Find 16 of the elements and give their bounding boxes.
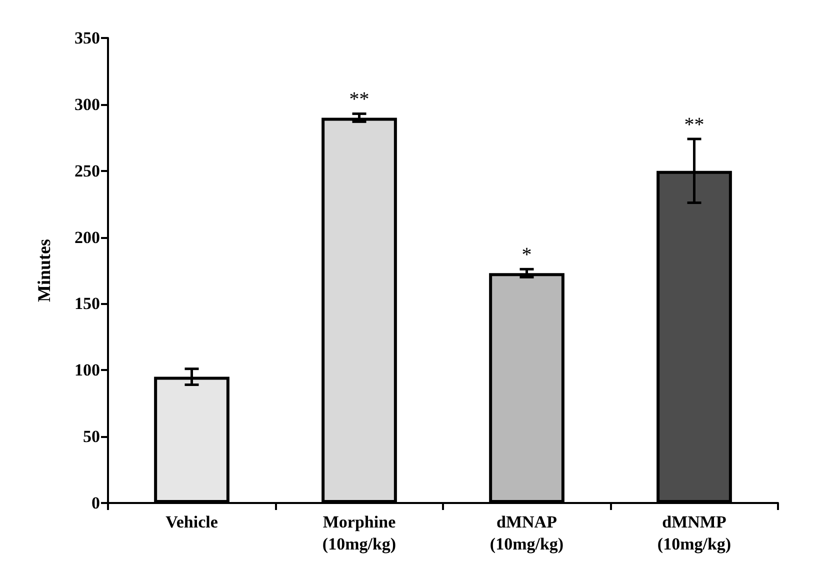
annotation: * xyxy=(522,244,532,266)
annotation: ** xyxy=(684,114,704,136)
annotation: ** xyxy=(349,88,370,111)
x-tick-label: Vehicle xyxy=(166,512,218,532)
y-tick-label: 200 xyxy=(74,228,100,247)
y-tick-label: 50 xyxy=(83,427,100,446)
y-tick-label: 250 xyxy=(74,161,100,180)
x-tick-label: dMNAP (10mg/kg) xyxy=(490,512,564,554)
y-axis-title: Minutes xyxy=(34,239,54,302)
x-tick-label: Morphine (10mg/kg) xyxy=(322,512,396,554)
y-tick-label: 0 xyxy=(92,494,100,512)
x-tick-label: dMNMP (10mg/kg) xyxy=(657,512,732,554)
y-tick-label: 350 xyxy=(74,28,100,48)
y-tick-label: 150 xyxy=(74,294,100,314)
y-tick-label: 300 xyxy=(74,94,100,114)
y-tick-label: 100 xyxy=(74,360,100,380)
